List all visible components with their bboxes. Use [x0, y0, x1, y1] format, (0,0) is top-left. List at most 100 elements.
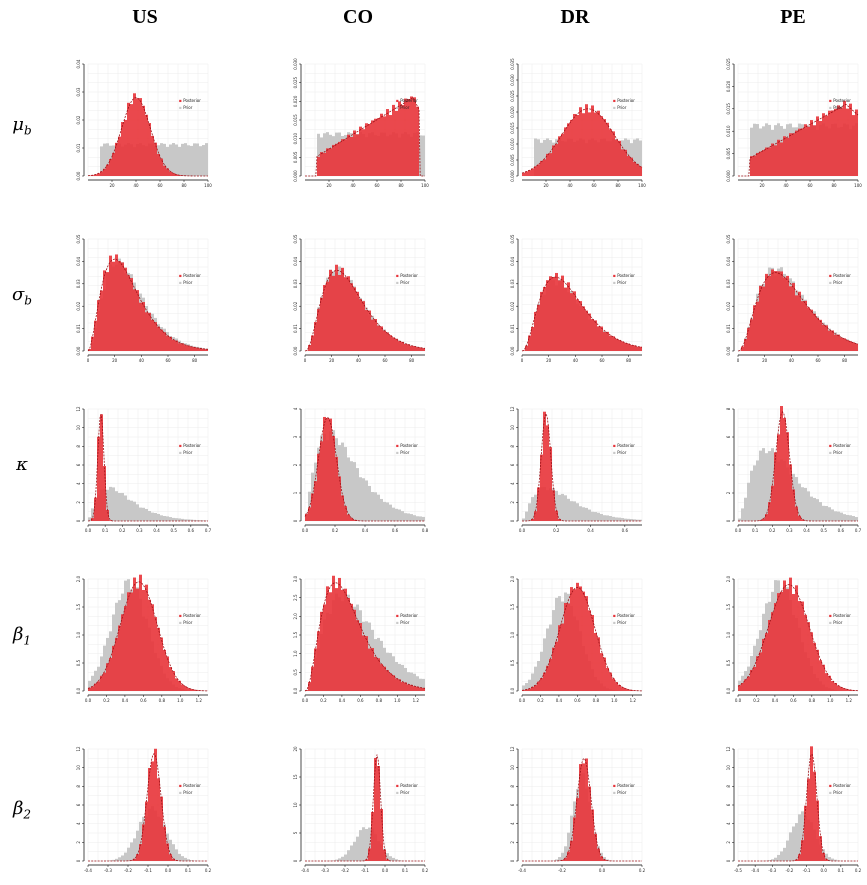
posterior-bar: [747, 676, 750, 691]
posterior-bar: [329, 592, 332, 691]
posterior-bar: [783, 136, 786, 176]
prior-bar: [606, 515, 609, 521]
posterior-bar: [630, 345, 633, 351]
posterior-bar: [139, 844, 142, 861]
legend-prior-swatch: [613, 621, 616, 625]
posterior-bar: [792, 594, 795, 691]
posterior-bar: [603, 119, 606, 176]
prior-bar: [190, 145, 193, 176]
y-tick-label: 0.04: [293, 256, 298, 265]
legend-posterior-swatch: [396, 274, 399, 278]
histogram-panel-beta2-PE: -0.5 -0.4 -0.3 -0.2 -0.1 0.0 0.1 0.2 0 2 4 6 8 10 12 Po…: [726, 746, 862, 873]
posterior-bar: [115, 637, 118, 691]
y-tick-label: 0.01: [293, 324, 298, 333]
posterior-bar: [576, 114, 579, 176]
posterior-bar: [609, 129, 612, 176]
prior-bar: [831, 858, 834, 861]
posterior-bar: [112, 645, 115, 691]
prior-bar: [350, 461, 353, 521]
y-tick-label: 2: [510, 841, 515, 844]
prior-bar: [359, 830, 362, 861]
x-tick-label: 0.4: [153, 528, 160, 533]
posterior-density-curve: [87, 97, 208, 177]
posterior-bar: [157, 778, 160, 861]
posterior-bar: [633, 161, 636, 176]
prior-bar: [534, 666, 537, 691]
posterior-bar: [371, 648, 374, 691]
posterior-bar: [627, 689, 630, 691]
posterior-bar: [765, 633, 768, 691]
y-tick-label: 0.025: [726, 58, 731, 70]
posterior-bar: [771, 612, 774, 691]
posterior-bar: [843, 100, 846, 176]
posterior-bar: [588, 786, 591, 861]
y-tick-label: 0.010: [293, 132, 298, 144]
prior-bar: [172, 844, 175, 861]
posterior-bar: [594, 320, 597, 351]
posterior-bar: [552, 145, 555, 176]
posterior-bar: [540, 160, 543, 176]
legend-prior-label: Prior: [183, 790, 193, 795]
y-tick-label: 2.0: [76, 575, 81, 582]
y-tick-label: 1: [293, 491, 298, 494]
posterior-bar: [368, 123, 371, 176]
y-tick-label: 4: [76, 822, 81, 825]
posterior-bar: [627, 156, 630, 176]
posterior-bar: [564, 857, 567, 861]
prior-bar: [377, 494, 380, 521]
prior-bar: [172, 517, 175, 521]
posterior-bar: [597, 110, 600, 176]
posterior-bar: [744, 338, 747, 351]
posterior-bar: [762, 286, 765, 351]
posterior-bar: [813, 771, 816, 861]
posterior-bar: [825, 115, 828, 176]
posterior-bar: [392, 104, 395, 176]
posterior-bar: [386, 332, 389, 351]
x-tick-label: 0.0: [735, 528, 742, 533]
posterior-bar: [401, 682, 404, 691]
x-tick-label: -0.4: [301, 868, 309, 873]
prior-bar: [365, 828, 368, 861]
x-tick-label: 0.7: [205, 528, 212, 533]
y-tick-label: 0.000: [510, 170, 515, 182]
posterior-bar: [347, 514, 350, 521]
posterior-bar: [591, 809, 594, 861]
x-tick-label: 20: [112, 358, 118, 363]
posterior-bar: [413, 97, 416, 176]
posterior-bar: [184, 686, 187, 691]
posterior-bar: [145, 312, 148, 351]
legend-posterior-swatch: [829, 274, 832, 278]
y-tick-label: 10: [726, 765, 731, 771]
posterior-bar: [115, 142, 118, 176]
prior-bar: [365, 480, 368, 521]
posterior-bar: [115, 254, 118, 351]
y-tick-label: 15: [293, 774, 298, 780]
y-tick-label: 10: [510, 765, 515, 771]
x-tick-label: -0.4: [518, 868, 526, 873]
y-tick-label: 0.01: [726, 324, 731, 333]
posterior-bar: [843, 338, 846, 351]
posterior-bar: [621, 149, 624, 176]
posterior-bar: [398, 341, 401, 351]
x-tick-label: 40: [783, 183, 789, 188]
posterior-bar: [142, 302, 145, 351]
y-tick-label: 0.000: [726, 170, 731, 182]
prior-bar: [190, 860, 193, 861]
x-tick-label: 0.4: [122, 698, 129, 703]
x-tick-label: 0: [737, 358, 740, 363]
posterior-bar: [834, 334, 837, 351]
posterior-bar: [537, 304, 540, 351]
posterior-bar: [795, 130, 798, 176]
x-tick-label: -0.2: [786, 868, 794, 873]
posterior-bar: [91, 336, 94, 351]
posterior-bar: [359, 623, 362, 691]
prior-bar: [362, 827, 365, 861]
posterior-bar: [801, 519, 804, 521]
legend-posterior-label: Posterior: [400, 783, 418, 788]
posterior-bar: [148, 768, 151, 861]
posterior-bar: [344, 506, 347, 521]
posterior-bar: [618, 140, 621, 176]
x-tick-label: 0.0: [821, 868, 828, 873]
y-tick-label: 1.0: [293, 650, 298, 657]
posterior-bar: [528, 688, 531, 691]
